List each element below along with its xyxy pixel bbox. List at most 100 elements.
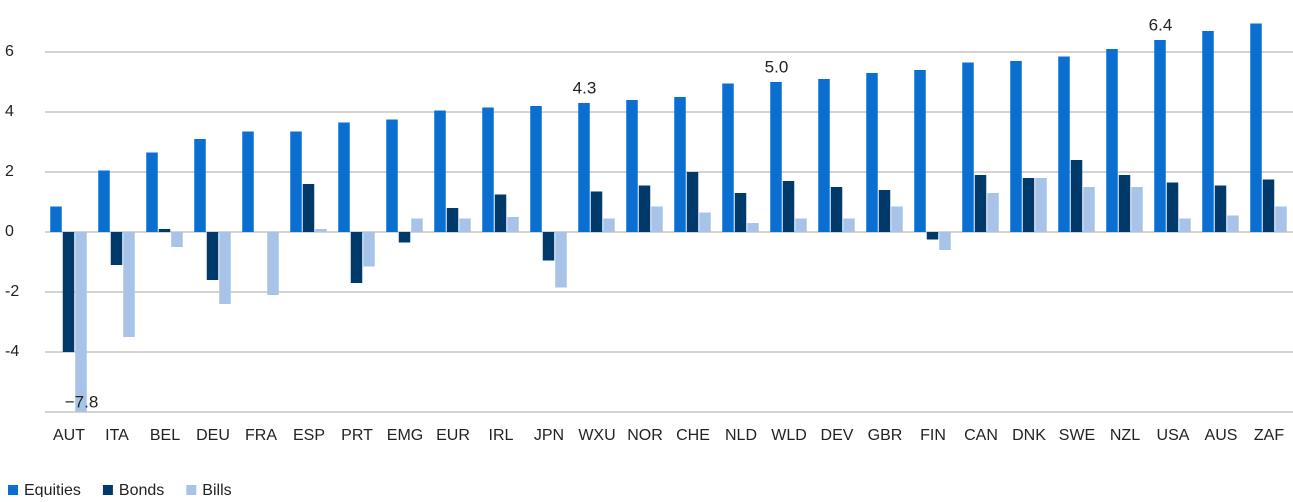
x-tick-label: WXU — [578, 427, 615, 444]
bar — [171, 232, 183, 247]
bar — [651, 206, 663, 232]
bar — [626, 100, 638, 232]
bar — [878, 190, 891, 232]
bar — [674, 97, 686, 232]
x-tick-label: AUS — [1205, 427, 1238, 444]
bar — [1118, 175, 1131, 232]
bar — [926, 232, 939, 240]
bar — [363, 232, 375, 267]
bar — [590, 191, 603, 232]
bar — [891, 206, 903, 232]
x-tick-label: AUT — [53, 427, 85, 444]
y-tick-label: 4 — [5, 103, 14, 120]
bar — [686, 172, 699, 232]
bar — [722, 83, 734, 232]
grid — [45, 51, 1293, 413]
bar — [1131, 187, 1143, 232]
bar — [1227, 215, 1239, 232]
x-tick-label: NZL — [1110, 427, 1140, 444]
bar — [290, 131, 302, 232]
x-tick-label: DEV — [821, 427, 854, 444]
bar — [1250, 23, 1262, 232]
x-tick-label: CHE — [676, 427, 710, 444]
bar — [219, 232, 231, 304]
legend-label: Bonds — [119, 482, 164, 497]
bar — [494, 194, 507, 232]
bar — [1154, 40, 1166, 232]
bar — [146, 152, 158, 232]
bar — [1214, 185, 1227, 232]
x-tick-label: DEU — [196, 427, 230, 444]
bar — [350, 232, 363, 283]
bar — [866, 73, 878, 232]
data-label: −7.8 — [65, 392, 99, 411]
legend-swatch — [8, 485, 18, 495]
legend-label: Equities — [24, 482, 81, 497]
x-tick-label: SWE — [1059, 427, 1095, 444]
x-tick-label: USA — [1157, 427, 1190, 444]
labels: -4 -2 0 2 4 6 AUT −7.8 ITA BEL DEU FRA ESP PRT EMG EUR I… — [5, 15, 1284, 499]
bar — [1106, 49, 1118, 232]
bar — [555, 232, 567, 288]
x-tick-label: DNK — [1012, 427, 1046, 444]
bar — [194, 139, 206, 232]
bar — [315, 229, 327, 232]
bar — [782, 181, 795, 232]
bar — [386, 119, 398, 232]
x-tick-label: IRL — [489, 427, 514, 444]
x-tick-label: WLD — [771, 427, 807, 444]
bar — [747, 223, 759, 232]
bar — [338, 122, 350, 232]
bar — [302, 184, 315, 232]
bar — [446, 208, 459, 232]
bar — [1083, 187, 1095, 232]
bar — [1202, 31, 1214, 232]
y-tick-label: 2 — [5, 163, 14, 180]
bar — [939, 232, 951, 250]
bar — [1262, 179, 1275, 232]
bar — [242, 131, 254, 232]
bar — [1179, 218, 1191, 232]
x-tick-label: EMG — [387, 427, 423, 444]
bar — [482, 107, 494, 232]
bar — [1275, 206, 1287, 232]
bar — [914, 70, 926, 232]
x-tick-label: JPN — [534, 427, 564, 444]
bar — [411, 218, 423, 232]
bar — [1070, 160, 1083, 232]
bar — [962, 62, 974, 232]
bar — [158, 229, 171, 232]
x-tick-label: GBR — [868, 427, 903, 444]
bar — [1022, 178, 1035, 232]
bar — [267, 232, 279, 295]
bar — [459, 218, 471, 232]
bar — [98, 170, 110, 232]
bar — [818, 79, 830, 232]
legend-swatch — [186, 485, 197, 495]
bar — [974, 175, 987, 232]
bar — [530, 106, 542, 232]
bar — [1010, 61, 1022, 232]
bar — [699, 212, 711, 232]
x-tick-label: PRT — [341, 427, 373, 444]
bar — [638, 185, 651, 232]
bar — [987, 193, 999, 232]
data-label: 6.4 — [1149, 15, 1173, 34]
data-label: 4.3 — [573, 78, 597, 97]
x-tick-label: NOR — [627, 427, 663, 444]
bar — [507, 217, 519, 232]
x-tick-label: FRA — [245, 427, 277, 444]
x-tick-label: NLD — [725, 427, 757, 444]
y-tick-label: 0 — [5, 223, 14, 240]
x-tick-label: ZAF — [1254, 427, 1284, 444]
legend-swatch — [102, 485, 113, 495]
x-tick-label: BEL — [150, 427, 180, 444]
bar — [206, 232, 219, 280]
bar — [1058, 56, 1070, 232]
bar — [770, 82, 782, 232]
legend-label: Bills — [202, 482, 231, 497]
x-tick-label: ITA — [105, 427, 129, 444]
bar — [50, 206, 62, 232]
data-label: 5.0 — [765, 57, 789, 76]
